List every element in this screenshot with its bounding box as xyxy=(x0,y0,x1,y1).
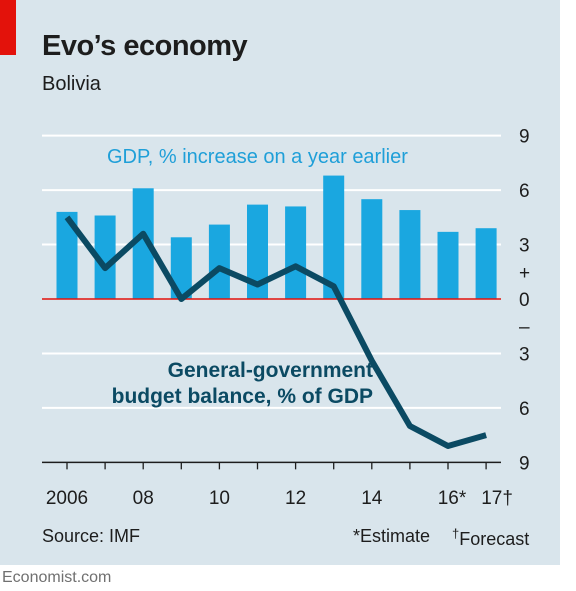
y-tick-label: 3 xyxy=(519,344,530,365)
forecast-note: †Forecast xyxy=(452,526,529,550)
gdp-bar xyxy=(285,206,307,299)
dagger-mark: † xyxy=(452,526,460,541)
y-tick-labels: 9 6 3 +0 – 3 6 9 xyxy=(519,127,530,475)
gdp-bar xyxy=(56,211,78,299)
y-tick-label: 9 xyxy=(519,453,530,474)
y-tick-label: + xyxy=(519,263,530,284)
x-tick-label: 16* xyxy=(438,488,467,509)
red-accent-tab xyxy=(0,0,16,55)
y-tick-label: 6 xyxy=(519,399,530,420)
x-tick-label: 10 xyxy=(209,488,230,509)
y-tick-label: 6 xyxy=(519,181,530,202)
gdp-series-label: GDP, % increase on a year earlier xyxy=(107,146,408,168)
chart-title: Evo’s economy xyxy=(42,30,248,62)
gdp-bar xyxy=(475,228,497,299)
x-tick-label: 14 xyxy=(361,488,383,509)
x-tick-label: 17† xyxy=(481,488,513,509)
gdp-bar xyxy=(437,231,459,299)
chart-panel xyxy=(0,0,560,565)
gridlines xyxy=(42,134,501,409)
budget-series-label-line1: General-government xyxy=(168,359,373,382)
y-tick-label: 3 xyxy=(519,236,530,257)
gdp-bar xyxy=(132,188,154,299)
x-tick-labels: 2006 08 10 12 14 16* 17† xyxy=(46,488,513,509)
budget-balance-line xyxy=(64,215,487,449)
chart-subtitle: Bolivia xyxy=(42,73,101,95)
gdp-bar xyxy=(361,199,383,299)
y-tick-label: 0 xyxy=(519,290,530,311)
gdp-bars xyxy=(56,175,497,299)
gdp-bar xyxy=(399,210,421,299)
gdp-bar xyxy=(170,237,192,299)
economist-credit: Economist.com xyxy=(2,569,112,586)
gdp-bar xyxy=(323,175,345,299)
y-tick-label: 9 xyxy=(519,127,530,148)
source-note: Source: IMF xyxy=(42,526,141,546)
x-tick-label: 12 xyxy=(285,488,306,509)
gdp-bar xyxy=(94,215,116,299)
x-tick-label: 2006 xyxy=(46,488,88,509)
estimate-note: *Estimate xyxy=(353,526,431,546)
y-tick-label: – xyxy=(519,317,530,338)
budget-series-label-line2: budget balance, % of GDP xyxy=(112,385,373,408)
forecast-text: Forecast xyxy=(459,529,530,549)
x-ticks xyxy=(66,462,487,470)
x-tick-label: 08 xyxy=(133,488,154,509)
gdp-bar xyxy=(247,204,268,299)
gdp-bar xyxy=(208,224,230,299)
